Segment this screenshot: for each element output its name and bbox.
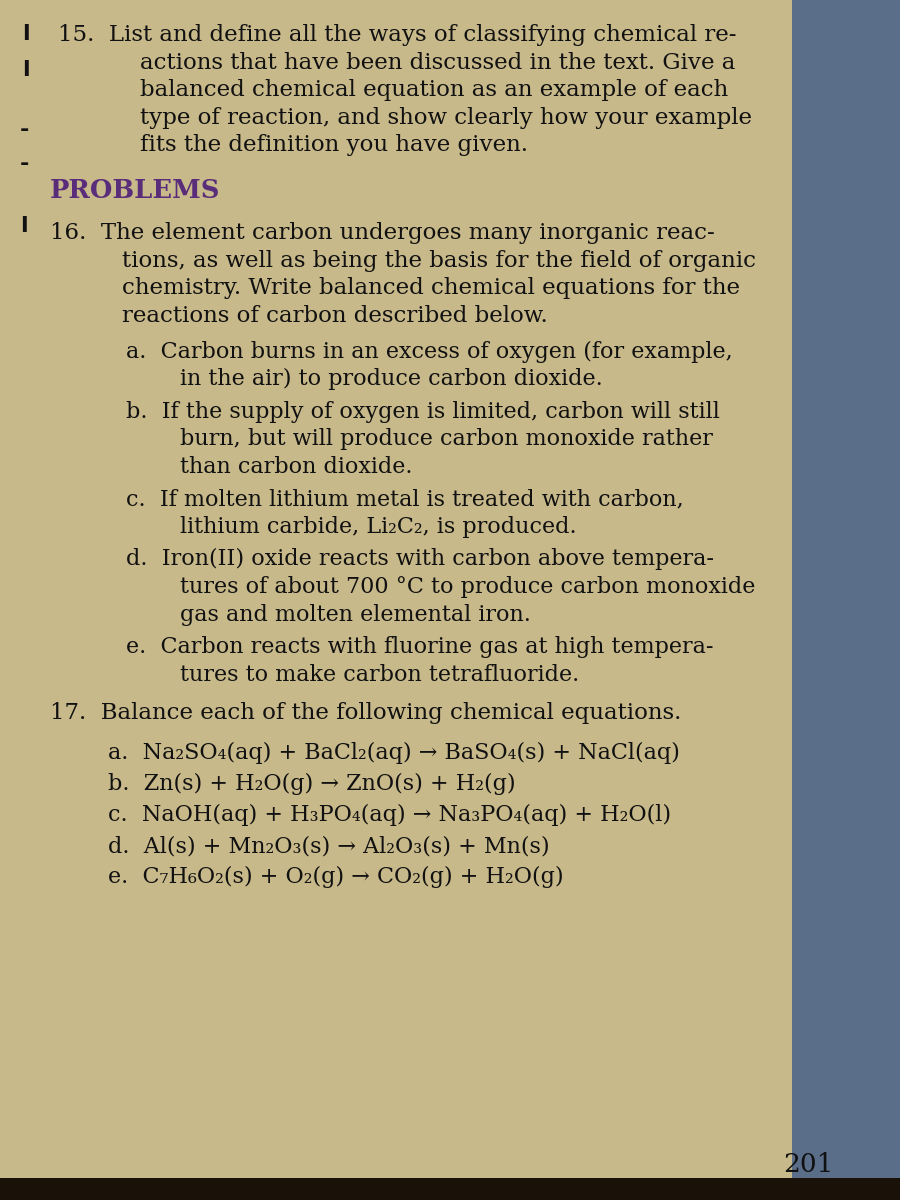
Text: l: l — [22, 24, 30, 44]
Bar — [0, 0, 792, 1200]
Text: lithium carbide, Li₂C₂, is produced.: lithium carbide, Li₂C₂, is produced. — [180, 516, 577, 538]
Text: balanced chemical equation as an example of each: balanced chemical equation as an example… — [140, 79, 728, 101]
Text: c.  If molten lithium metal is treated with carbon,: c. If molten lithium metal is treated wi… — [126, 488, 684, 510]
Text: b.  If the supply of oxygen is limited, carbon will still: b. If the supply of oxygen is limited, c… — [126, 401, 720, 422]
Text: -: - — [20, 120, 29, 140]
Text: burn, but will produce carbon monoxide rather: burn, but will produce carbon monoxide r… — [180, 428, 713, 450]
Text: fits the definition you have given.: fits the definition you have given. — [140, 134, 527, 156]
Text: tures to make carbon tetrafluoride.: tures to make carbon tetrafluoride. — [180, 664, 580, 685]
Text: d.  Al(s) + Mn₂O₃(s) → Al₂O₃(s) + Mn(s): d. Al(s) + Mn₂O₃(s) → Al₂O₃(s) + Mn(s) — [108, 835, 550, 857]
Text: l: l — [22, 60, 30, 80]
Text: 15.  List and define all the ways of classifying chemical re-: 15. List and define all the ways of clas… — [58, 24, 737, 46]
Text: d.  Iron(II) oxide reacts with carbon above tempera-: d. Iron(II) oxide reacts with carbon abo… — [126, 548, 714, 570]
Text: gas and molten elemental iron.: gas and molten elemental iron. — [180, 604, 531, 625]
Text: tions, as well as being the basis for the field of organic: tions, as well as being the basis for th… — [122, 250, 755, 271]
Text: l: l — [20, 216, 27, 236]
Text: 16.  The element carbon undergoes many inorganic reac-: 16. The element carbon undergoes many in… — [50, 222, 715, 244]
Text: -: - — [20, 154, 29, 174]
Text: e.  C₇H₆O₂(s) + O₂(g) → CO₂(g) + H₂O(g): e. C₇H₆O₂(s) + O₂(g) → CO₂(g) + H₂O(g) — [108, 866, 563, 888]
Text: 17.  Balance each of the following chemical equations.: 17. Balance each of the following chemic… — [50, 702, 681, 724]
Bar — [0, 1178, 900, 1200]
Text: actions that have been discussed in the text. Give a: actions that have been discussed in the … — [140, 52, 735, 73]
Text: type of reaction, and show clearly how your example: type of reaction, and show clearly how y… — [140, 107, 752, 128]
Text: b.  Zn(s) + H₂O(g) → ZnO(s) + H₂(g): b. Zn(s) + H₂O(g) → ZnO(s) + H₂(g) — [108, 773, 516, 794]
Text: e.  Carbon reacts with fluorine gas at high tempera-: e. Carbon reacts with fluorine gas at hi… — [126, 636, 714, 658]
Bar — [792, 0, 900, 1200]
Text: tures of about 700 °C to produce carbon monoxide: tures of about 700 °C to produce carbon … — [180, 576, 755, 598]
Text: c.  NaOH(aq) + H₃PO₄(aq) → Na₃PO₄(aq) + H₂O(l): c. NaOH(aq) + H₃PO₄(aq) → Na₃PO₄(aq) + H… — [108, 804, 671, 826]
Text: a.  Carbon burns in an excess of oxygen (for example,: a. Carbon burns in an excess of oxygen (… — [126, 341, 733, 362]
Text: reactions of carbon described below.: reactions of carbon described below. — [122, 305, 547, 326]
Text: than carbon dioxide.: than carbon dioxide. — [180, 456, 412, 478]
Text: a.  Na₂SO₄(aq) + BaCl₂(aq) → BaSO₄(s) + NaCl(aq): a. Na₂SO₄(aq) + BaCl₂(aq) → BaSO₄(s) + N… — [108, 742, 680, 763]
Text: in the air) to produce carbon dioxide.: in the air) to produce carbon dioxide. — [180, 368, 603, 390]
Text: 201: 201 — [783, 1152, 833, 1177]
Text: PROBLEMS: PROBLEMS — [50, 178, 220, 203]
Text: chemistry. Write balanced chemical equations for the: chemistry. Write balanced chemical equat… — [122, 277, 740, 299]
